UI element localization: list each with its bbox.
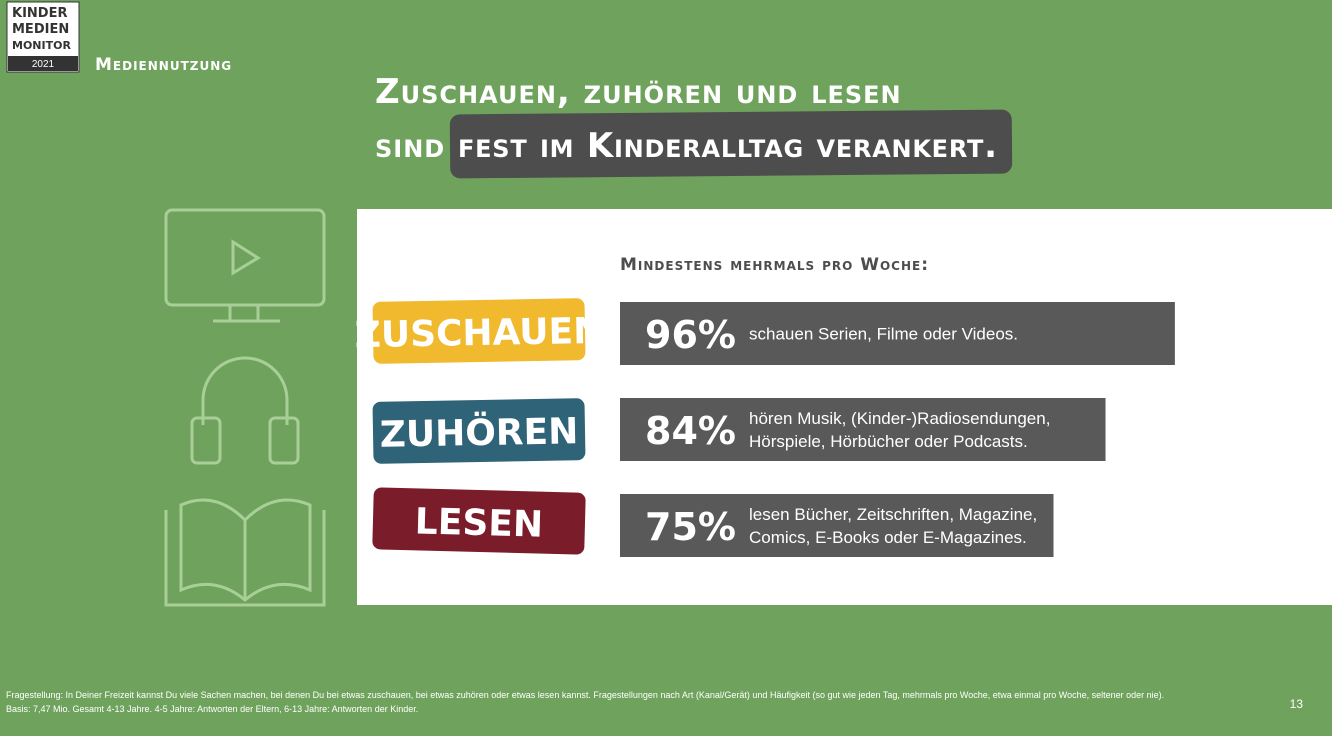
bar xyxy=(620,494,1054,557)
category-badge xyxy=(372,298,586,364)
section-title: Mediennutzung xyxy=(95,55,232,75)
chart: ZUSCHAUEN 96% schauen Serien, Filme oder V… xyxy=(354,298,1175,557)
chart-title: Mindestens mehrmals pro Woche: xyxy=(620,255,929,275)
bar-description: Hörspiele, Hörbücher oder Podcasts. xyxy=(749,432,1028,451)
bar-description: hören Musik, (Kinder-)Radiosendungen, xyxy=(749,409,1050,428)
book-icon xyxy=(164,498,326,607)
footnote: Fragestellung: In Deiner Freizeit kannst… xyxy=(6,690,1164,700)
tv-icon xyxy=(164,208,326,307)
logo-line: MEDIEN xyxy=(12,22,69,37)
headline-highlight-text: fest im Kinderalltag verankert. xyxy=(458,126,998,166)
headline-highlight xyxy=(449,109,1013,179)
logo-line: MONITOR xyxy=(12,39,71,52)
category-label: ZUHÖREN xyxy=(379,410,578,455)
tv-stand xyxy=(213,305,280,323)
logo-footer xyxy=(8,56,78,71)
bar-description: schauen Serien, Filme oder Videos. xyxy=(749,325,1018,344)
value-label: 96% xyxy=(645,313,736,357)
headphones-icon xyxy=(201,356,289,425)
headphones-cup xyxy=(190,416,222,465)
bar-description: lesen Bücher, Zeitschriften, Magazine, xyxy=(749,505,1037,524)
category-badge xyxy=(372,398,586,464)
bar xyxy=(620,398,1106,461)
category-label: LESEN xyxy=(414,501,543,545)
footnote: Basis: 7,47 Mio. Gesamt 4-13 Jahre. 4-5 … xyxy=(6,704,418,714)
logo-year: 2021 xyxy=(32,59,55,70)
headline: Zuschauen, zuhören und lesen xyxy=(375,72,902,112)
bar-description: Comics, E-Books oder E-Magazines. xyxy=(749,528,1027,547)
headline: sind xyxy=(375,126,445,166)
icons xyxy=(164,208,326,607)
page-number: 13 xyxy=(1290,697,1304,711)
bar xyxy=(620,302,1175,365)
headphones-cup xyxy=(268,416,300,465)
play-icon xyxy=(231,239,261,276)
category-label: ZUSCHAUEN xyxy=(354,311,603,356)
value-label: 75% xyxy=(645,505,736,549)
logo-line: KINDER xyxy=(12,6,67,21)
category-badge xyxy=(372,487,586,555)
value-label: 84% xyxy=(645,409,736,453)
